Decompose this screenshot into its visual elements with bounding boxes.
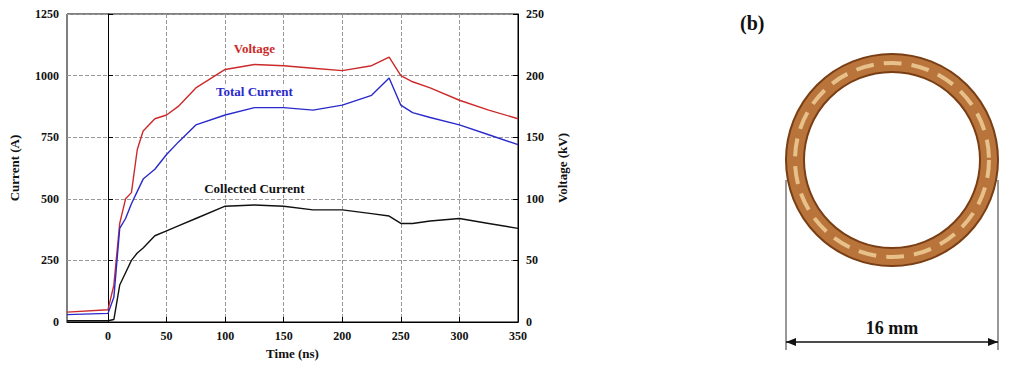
svg-text:0: 0 [105, 329, 111, 343]
svg-text:0: 0 [526, 315, 532, 329]
svg-text:100: 100 [216, 329, 234, 343]
svg-text:250: 250 [392, 329, 410, 343]
svg-text:150: 150 [275, 329, 293, 343]
svg-text:300: 300 [450, 329, 468, 343]
svg-text:Voltage: Voltage [234, 41, 276, 56]
svg-text:16 mm: 16 mm [866, 318, 919, 338]
svg-text:200: 200 [526, 69, 544, 83]
svg-text:200: 200 [333, 329, 351, 343]
svg-text:(b): (b) [740, 12, 764, 35]
svg-text:750: 750 [41, 130, 59, 144]
svg-text:50: 50 [526, 253, 538, 267]
svg-text:Total Current: Total Current [216, 84, 294, 99]
svg-text:250: 250 [41, 253, 59, 267]
svg-text:250: 250 [526, 7, 544, 21]
svg-text:350: 350 [509, 329, 527, 343]
svg-text:Voltage (kV): Voltage (kV) [555, 133, 570, 203]
svg-text:100: 100 [526, 192, 544, 206]
svg-text:1250: 1250 [35, 7, 59, 21]
svg-text:Collected Current: Collected Current [204, 181, 305, 196]
svg-text:1000: 1000 [35, 69, 59, 83]
svg-text:500: 500 [41, 192, 59, 206]
svg-text:50: 50 [161, 329, 173, 343]
svg-text:0: 0 [53, 315, 59, 329]
svg-text:Current (A): Current (A) [7, 135, 22, 202]
svg-text:150: 150 [526, 130, 544, 144]
svg-text:Time (ns): Time (ns) [266, 346, 319, 361]
